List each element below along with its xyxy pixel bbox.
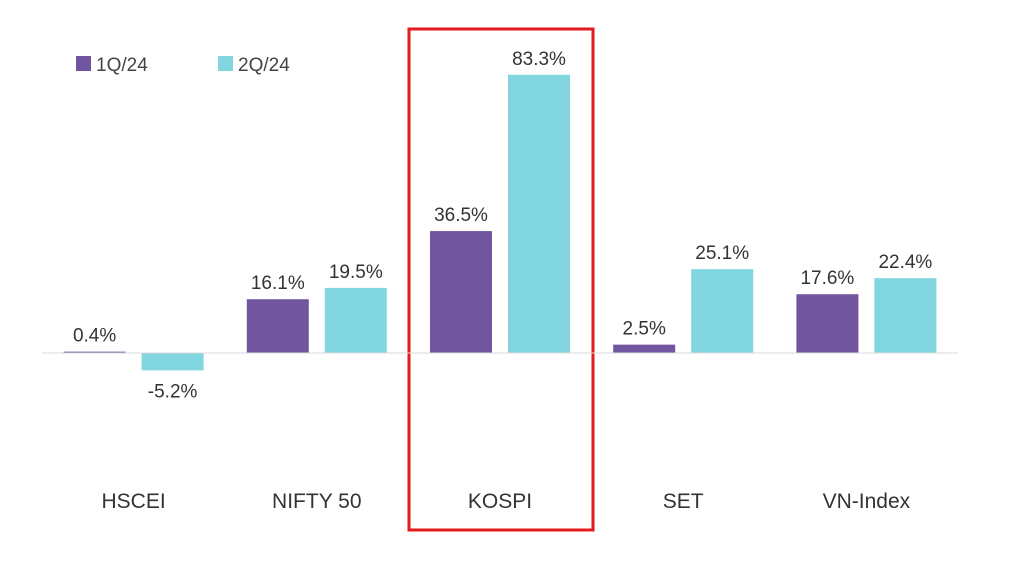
bar-1q-24-kospi	[430, 231, 492, 353]
bar-2q-24-nifty-50	[324, 287, 387, 353]
data-label-1q-24-nifty-50: 16.1%	[251, 273, 305, 294]
data-label-1q-24-kospi: 36.5%	[434, 205, 488, 226]
bar-2q-24-hscei	[141, 353, 204, 371]
data-label-2q-24-vn-index: 22.4%	[878, 252, 932, 273]
legend-swatch-2q-24	[218, 56, 233, 71]
data-label-1q-24-vn-index: 17.6%	[800, 268, 854, 289]
labels-layer: 0.4% -5.2% 16.1% 19.5% 36.5% 83.3% 2.5% 25.1% 17…	[73, 49, 932, 403]
data-label-2q-24-nifty-50: 19.5%	[329, 262, 383, 283]
data-label-1q-24-set: 2.5%	[623, 319, 666, 340]
legend: 1Q/24 2Q/24	[76, 55, 290, 76]
category-label-vn-index: VN-Index	[823, 490, 911, 513]
legend-label-1q-24: 1Q/24	[96, 55, 148, 76]
data-label-2q-24-hscei: -5.2%	[148, 381, 198, 402]
legend-label-2q-24: 2Q/24	[238, 55, 290, 76]
category-label-hscei: HSCEI	[102, 490, 166, 513]
bar-1q-24-set	[613, 344, 676, 353]
legend-swatch-1q-24	[76, 56, 91, 71]
bar-2q-24-set	[691, 269, 754, 353]
data-label-2q-24-set: 25.1%	[695, 243, 749, 264]
bar-1q-24-nifty-50	[246, 299, 309, 353]
category-label-set: SET	[663, 490, 704, 513]
bar-1q-24-vn-index	[796, 294, 859, 353]
highlight-box-kospi	[407, 27, 595, 532]
category-label-nifty-50: NIFTY 50	[272, 490, 361, 513]
category-axis: HSCEI NIFTY 50 KOSPI SET VN-Index	[102, 490, 911, 513]
highlight-layer	[407, 27, 595, 532]
bars-layer	[63, 74, 937, 371]
bar-1q-24-hscei	[63, 351, 126, 354]
category-label-kospi: KOSPI	[468, 490, 532, 513]
bar-2q-24-vn-index	[874, 278, 937, 353]
bar-2q-24-kospi	[508, 74, 570, 353]
data-label-2q-24-kospi: 83.3%	[512, 49, 566, 70]
data-label-1q-24-hscei: 0.4%	[73, 326, 116, 347]
